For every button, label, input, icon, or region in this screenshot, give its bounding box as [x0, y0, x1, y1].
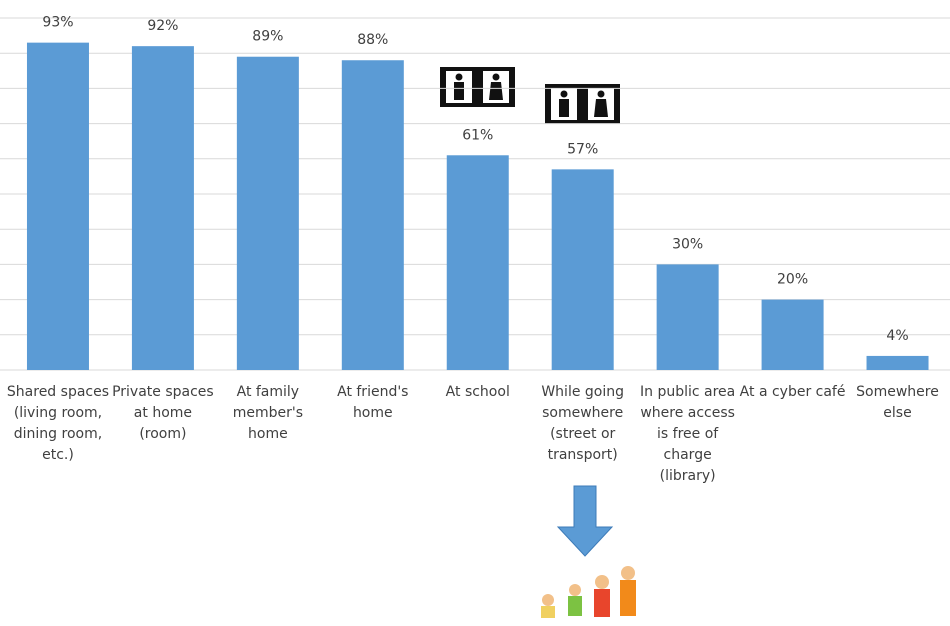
bar [866, 355, 929, 370]
value-label: 57% [567, 141, 598, 157]
value-label: 89% [252, 29, 283, 45]
restroom-icon [440, 67, 515, 107]
bar [341, 60, 404, 371]
bar [26, 42, 89, 370]
value-label: 20% [777, 272, 808, 288]
value-label: 30% [672, 236, 703, 252]
down-arrow [556, 485, 614, 557]
bar [551, 169, 614, 370]
x-tick-label: Somewhere else [856, 384, 939, 421]
value-label: 88% [357, 32, 388, 48]
bar [446, 155, 509, 370]
bar [656, 264, 719, 370]
x-tick-label: While going somewhere (street or transpo… [541, 384, 625, 463]
value-label: 93% [42, 15, 73, 31]
restroom-icon [545, 84, 620, 124]
value-label: 61% [462, 127, 493, 143]
x-tick-label: At friend's home [337, 384, 409, 421]
bar [761, 299, 824, 370]
x-tick-label: In public area where access is free of c… [640, 384, 736, 484]
bar [131, 46, 194, 370]
value-label: 4% [886, 328, 908, 344]
value-label: 92% [147, 18, 178, 34]
x-tick-label: Shared spaces (living room, dining room,… [6, 384, 110, 463]
x-tick-label: Private spaces at home (room) [112, 384, 214, 442]
people-icon [541, 566, 636, 618]
x-tick-label: At family member's home [232, 384, 303, 442]
x-tick-label: At school [445, 384, 510, 400]
x-tick-label: At a cyber café [739, 384, 846, 400]
bar [236, 56, 299, 370]
